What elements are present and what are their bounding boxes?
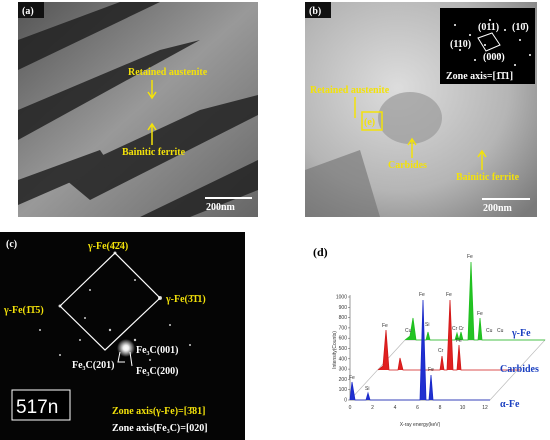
y-tick-label: 100 bbox=[339, 387, 348, 393]
peak-label: Si bbox=[425, 322, 429, 328]
peak-label: Si bbox=[365, 386, 369, 392]
panel-d: (d) 0 100 200 300 400 500 600 700 800 900 1000 0 2 4 6… bbox=[313, 245, 546, 428]
scale-bar-label: 200nm bbox=[206, 202, 236, 213]
peak-label: Fe bbox=[446, 292, 452, 298]
inset-label: (011) bbox=[478, 22, 499, 33]
x-tick-label: 2 bbox=[371, 405, 374, 411]
bands bbox=[18, 2, 258, 217]
inset-label: (110) bbox=[450, 39, 471, 50]
y-tick-label: 400 bbox=[339, 356, 348, 362]
peak-label: Cu bbox=[405, 328, 412, 334]
annotation: Fe₃C(001) bbox=[136, 345, 178, 356]
annotation: γ-Fe(1̄1̄5) bbox=[3, 305, 44, 316]
peak-label: Cu bbox=[497, 328, 504, 334]
annotation: γ-Fe(3̄1̄1) bbox=[165, 294, 206, 305]
peak-label: Cr bbox=[438, 348, 444, 354]
x-tick-label: 12 bbox=[482, 405, 488, 411]
panel-label: (a) bbox=[22, 6, 34, 17]
series-label: γ-Fe bbox=[511, 328, 531, 339]
peak-label: Fe bbox=[349, 375, 355, 381]
inset-label: (10̄) bbox=[512, 22, 529, 33]
peak-label: Fe bbox=[456, 338, 462, 344]
y-tick-label: 0 bbox=[344, 398, 347, 404]
annotation: (e) bbox=[364, 117, 375, 128]
inset bbox=[440, 8, 535, 84]
panel-c: (c) γ-Fe(4̄2̄4) γ-Fe(3̄1̄1) γ-Fe(1̄1̄5) … bbox=[0, 232, 245, 440]
panel-label: (b) bbox=[309, 6, 321, 17]
series-label: α-Fe bbox=[500, 399, 520, 410]
peak-label: Fe bbox=[467, 254, 473, 260]
annotation: Fe₃C(201) bbox=[72, 360, 114, 371]
y-tick-label: 1000 bbox=[336, 295, 347, 301]
badge: 517n bbox=[16, 397, 58, 418]
annotation: Retained austenite bbox=[128, 67, 208, 78]
zone-axis: Zone axis(Fe₃C)=[020] bbox=[112, 423, 208, 434]
spectrum-alpha bbox=[349, 299, 490, 401]
inset-label: Zone axis=[1̄1̄1] bbox=[446, 71, 513, 82]
peak-label: Cu bbox=[486, 328, 493, 334]
scale-bar-label: 200nm bbox=[483, 203, 513, 214]
y-tick-label: 900 bbox=[339, 305, 348, 311]
x-tick-label: 4 bbox=[394, 405, 397, 411]
spectrum-gamma bbox=[404, 261, 545, 342]
annotation: Fe₃C(200) bbox=[136, 366, 178, 377]
x-tick-label: 10 bbox=[460, 405, 466, 411]
x-tick-label: 6 bbox=[416, 405, 419, 411]
panel-label: (c) bbox=[6, 239, 17, 250]
peak-label: Cr Cr bbox=[452, 326, 464, 332]
panel-b: (b) (011) (10̄) (110) (000) Zone axis=[1… bbox=[305, 2, 537, 217]
y-tick-label: 700 bbox=[339, 325, 348, 331]
y-tick-label: 800 bbox=[339, 315, 348, 321]
peak-label: Fe bbox=[382, 323, 388, 329]
y-axis-label: Intensity(Counts) bbox=[332, 331, 338, 369]
annotation: γ-Fe(4̄2̄4) bbox=[87, 241, 128, 252]
annotation: Bainitic ferrite bbox=[122, 147, 186, 158]
inset-label: (000) bbox=[483, 52, 505, 63]
annotation: Retained austenite bbox=[310, 85, 390, 96]
annotation: Carbides bbox=[388, 160, 427, 171]
series-label: Carbides bbox=[500, 364, 539, 375]
peak-label: Fe bbox=[428, 367, 434, 373]
panel-label: (d) bbox=[313, 245, 328, 259]
panel-a: (a) Retained austenite Bainitic ferrite … bbox=[18, 2, 258, 217]
spectrum-carbides bbox=[377, 299, 520, 371]
x-tick-label: 0 bbox=[349, 405, 352, 411]
y-tick-label: 200 bbox=[339, 377, 348, 383]
peak-label: Fe bbox=[477, 311, 483, 317]
x-axis-label: X-ray energy(keV) bbox=[400, 422, 441, 428]
peak-label: Fe bbox=[419, 292, 425, 298]
annotation: Bainitic ferrite bbox=[456, 172, 520, 183]
x-tick-label: 8 bbox=[439, 405, 442, 411]
y-tick-label: 500 bbox=[339, 346, 348, 352]
y-tick-label: 600 bbox=[339, 336, 348, 342]
zone-axis: Zone axis(γ-Fe)=[3̄81] bbox=[112, 406, 205, 417]
y-tick-label: 300 bbox=[339, 367, 348, 373]
